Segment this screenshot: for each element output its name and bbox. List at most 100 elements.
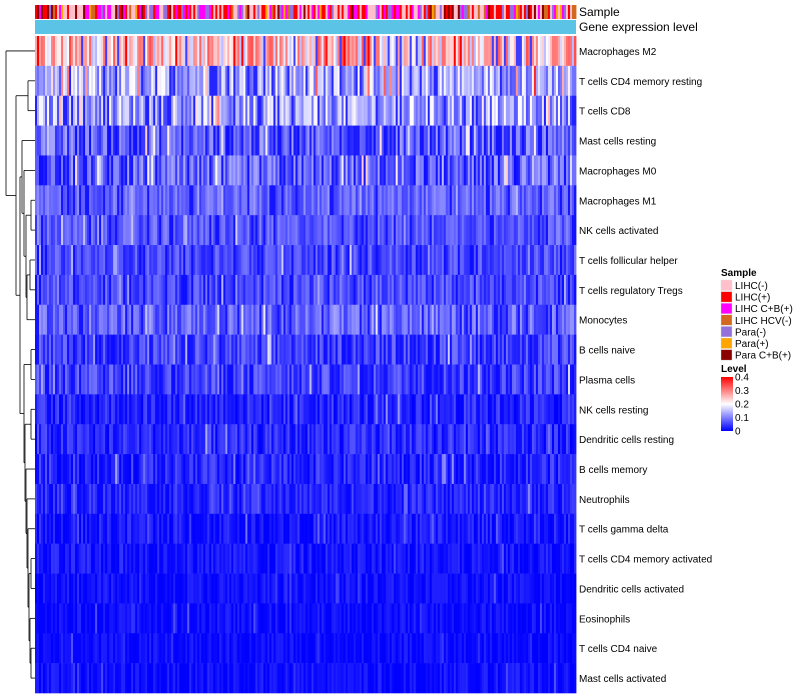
heatmap-cell: [207, 364, 210, 395]
heatmap-cell: [471, 245, 475, 276]
heatmap-cell: [295, 364, 298, 395]
heatmap-cell: [535, 95, 539, 126]
heatmap-cell: [43, 364, 46, 395]
heatmap-cell: [431, 274, 435, 306]
heatmap-cell: [309, 65, 312, 97]
heatmap-cell: [453, 304, 457, 335]
heatmap-cell: [477, 245, 481, 276]
heatmap-cell: [77, 424, 80, 455]
heatmap-cell: [439, 215, 443, 246]
sample-annotation-cell: [107, 5, 110, 19]
heatmap-cell: [51, 334, 54, 365]
heatmap-cell: [317, 95, 320, 126]
sample-annotation-cell: [311, 5, 314, 19]
heatmap-cell: [341, 394, 344, 425]
heatmap-cell: [145, 364, 148, 395]
heatmap-cell: [175, 274, 178, 306]
heatmap-cell: [361, 274, 364, 306]
heatmap-cell: [269, 424, 272, 455]
sample-annotation-cell: [469, 5, 473, 19]
heatmap-cell: [123, 36, 126, 67]
heatmap-cell: [85, 334, 88, 365]
heatmap-cell: [321, 95, 324, 126]
heatmap-cell: [473, 364, 477, 395]
heatmap-cell: [53, 65, 56, 97]
heatmap-cell: [171, 185, 174, 216]
heatmap-cell: [91, 36, 94, 67]
heatmap-cell: [233, 245, 236, 276]
heatmap-cell: [155, 424, 158, 455]
heatmap-cell: [505, 483, 509, 515]
heatmap-cell: [313, 513, 316, 544]
heatmap-cell: [449, 304, 453, 335]
heatmap-cell: [415, 304, 419, 335]
heatmap-cell: [433, 65, 437, 97]
heatmap-cell: [161, 483, 164, 515]
heatmap-cell: [355, 36, 358, 67]
heatmap-cell: [377, 513, 381, 544]
heatmap-cell: [165, 543, 168, 574]
heatmap-cell: [243, 334, 246, 365]
heatmap-cell: [171, 304, 174, 335]
heatmap-cell: [415, 185, 419, 216]
heatmap-cell: [527, 304, 531, 335]
heatmap-cell: [209, 215, 212, 246]
heatmap-cell: [297, 513, 300, 544]
heatmap-cell: [313, 65, 316, 97]
heatmap-cell: [133, 36, 136, 67]
heatmap-cell: [203, 394, 206, 425]
heatmap-cell: [317, 364, 320, 395]
heatmap-cell: [93, 185, 96, 216]
heatmap-cell: [355, 304, 358, 335]
heatmap-cell: [55, 36, 58, 67]
heatmap-cell: [73, 334, 76, 365]
heatmap-cell: [209, 394, 212, 425]
heatmap-cell: [251, 185, 254, 216]
heatmap-cell: [241, 185, 244, 216]
heatmap-cell: [287, 513, 290, 544]
heatmap-cell: [225, 245, 228, 276]
heatmap-cell: [273, 155, 276, 186]
heatmap-cell: [417, 304, 421, 335]
heatmap-cell: [515, 424, 519, 455]
heatmap-cell: [455, 245, 459, 276]
heatmap-cell: [357, 185, 360, 216]
heatmap-cell: [111, 95, 114, 126]
heatmap-cell: [497, 245, 501, 276]
heatmap-cell: [371, 274, 375, 306]
heatmap-cell: [517, 394, 521, 425]
heatmap-cell: [559, 155, 563, 186]
heatmap-cell: [517, 334, 521, 365]
heatmap-cell: [43, 334, 46, 365]
heatmap-cell: [131, 36, 134, 67]
heatmap-cell: [271, 364, 274, 395]
heatmap-cell: [571, 95, 575, 126]
heatmap-cell: [373, 304, 377, 335]
sample-annotation-cell: [459, 5, 463, 19]
heatmap-cell: [259, 513, 262, 544]
heatmap-cell: [403, 95, 407, 126]
heatmap-cell: [487, 95, 491, 126]
heatmap-cell: [201, 483, 204, 515]
heatmap-cell: [121, 543, 124, 574]
heatmap-cell: [229, 483, 232, 515]
heatmap-cell: [447, 334, 451, 365]
heatmap-cell: [125, 215, 128, 246]
heatmap-cell: [253, 334, 256, 365]
sample-annotation-cell: [197, 5, 200, 19]
heatmap-cell: [123, 513, 126, 544]
heatmap-cell: [217, 424, 220, 455]
heatmap-cell: [117, 245, 120, 276]
heatmap-cell: [367, 513, 371, 544]
heatmap-cell: [101, 304, 104, 335]
heatmap-cell: [521, 304, 525, 335]
heatmap-cell: [35, 36, 38, 67]
heatmap-cell: [399, 65, 403, 97]
heatmap-cell: [425, 36, 429, 67]
heatmap-cell: [73, 245, 76, 276]
heatmap-cell: [459, 274, 463, 306]
heatmap-cell: [203, 215, 206, 246]
heatmap-cell: [161, 215, 164, 246]
heatmap-cell: [431, 454, 435, 485]
heatmap-cell: [439, 36, 443, 67]
